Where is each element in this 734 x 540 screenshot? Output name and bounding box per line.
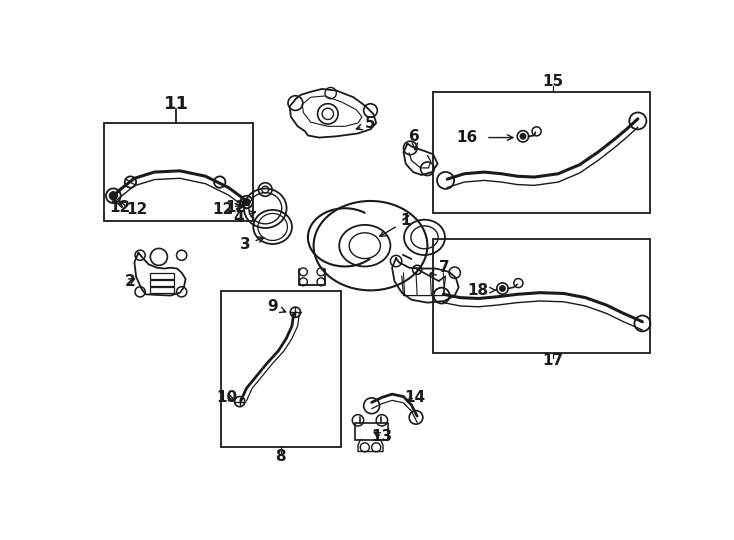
Circle shape xyxy=(500,286,505,291)
Text: 6: 6 xyxy=(410,129,421,150)
Text: 10: 10 xyxy=(217,390,238,405)
Text: 5: 5 xyxy=(356,116,376,131)
Text: 7: 7 xyxy=(430,260,450,275)
Text: 12: 12 xyxy=(225,199,247,214)
Text: 4: 4 xyxy=(233,210,255,225)
Text: 17: 17 xyxy=(542,353,563,368)
Bar xyxy=(104,123,253,221)
Bar xyxy=(222,292,341,447)
Text: 14: 14 xyxy=(404,390,426,405)
Text: 13: 13 xyxy=(371,429,393,444)
Text: 18: 18 xyxy=(468,282,489,298)
Circle shape xyxy=(109,192,117,200)
Bar xyxy=(433,92,650,213)
Bar xyxy=(433,239,650,353)
Text: 1: 1 xyxy=(380,213,411,237)
Text: 2: 2 xyxy=(125,274,136,288)
Bar xyxy=(150,273,174,279)
Bar xyxy=(355,423,388,440)
Text: 15: 15 xyxy=(542,74,563,89)
Text: 8: 8 xyxy=(275,449,286,464)
Text: 9: 9 xyxy=(267,299,286,314)
Text: 16: 16 xyxy=(456,130,477,145)
Text: 11: 11 xyxy=(164,95,189,113)
Circle shape xyxy=(520,133,526,139)
Text: 12: 12 xyxy=(117,202,148,217)
Text: 12: 12 xyxy=(212,202,242,217)
Text: 3: 3 xyxy=(240,237,264,252)
Text: 12: 12 xyxy=(109,199,131,214)
Bar xyxy=(150,287,174,293)
Circle shape xyxy=(243,199,250,205)
Bar xyxy=(150,280,174,286)
